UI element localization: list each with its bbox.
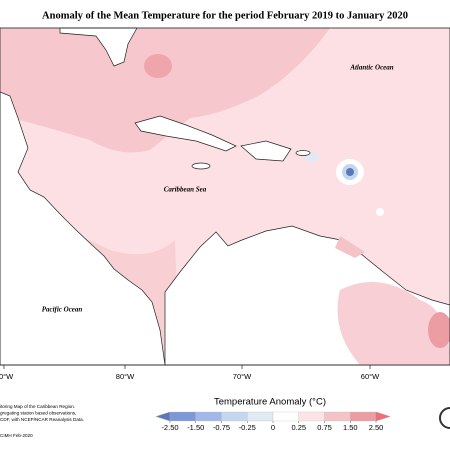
warm-spot — [428, 312, 450, 348]
legend: Temperature Anomaly (°C) -2.50 -1.50 -0.75… — [155, 397, 391, 432]
legend-swatch — [350, 411, 377, 422]
central-america — [0, 91, 166, 366]
legend-arrow — [375, 411, 391, 422]
ocean-label: Caribbean Sea — [164, 186, 207, 194]
florida — [59, 27, 138, 67]
ocean-label: Pacific Ocean — [42, 306, 83, 314]
neutral-spot — [376, 208, 384, 216]
longitude-label: 60°W — [361, 372, 380, 381]
hispaniola — [240, 140, 292, 162]
map-area: Atlantic Ocean Caribbean Sea Pacific Oce… — [0, 27, 450, 366]
legend-title: Temperature Anomaly (°C) — [214, 397, 326, 408]
warm-spot — [335, 236, 365, 258]
puerto-rico — [295, 150, 311, 156]
legend-swatch — [221, 411, 248, 422]
legend-swatch — [324, 411, 351, 422]
legend-tick-label: 0 — [271, 423, 275, 432]
legend-tick-label: -2.50 — [161, 423, 178, 432]
cuba — [134, 115, 237, 152]
legend-swatch — [298, 411, 325, 422]
legend-swatch — [195, 411, 222, 422]
cool-core — [346, 168, 354, 176]
footer-line: itoring Map of the Caribbean Region. — [0, 404, 75, 409]
legend-tick-label: -1.50 — [187, 423, 204, 432]
warm-spot — [144, 54, 172, 78]
legend-tick-label: 2.50 — [369, 423, 384, 432]
credit: CIMH Feb-2020 — [0, 433, 33, 438]
title: Anomaly of the Mean Temperature for the … — [42, 10, 408, 21]
jamaica — [191, 162, 211, 170]
longitude-label: 90°W — [0, 372, 14, 381]
legend-tick-label: -0.75 — [213, 423, 230, 432]
footer-line: CDF, with NCEP/NCAR Reanalysis Data. — [0, 417, 84, 422]
legend-tick-label: -0.25 — [239, 423, 256, 432]
longitude-labels: 90°W 80°W 70°W 60°W — [0, 365, 380, 381]
warm-band — [0, 28, 330, 153]
footer: CIMH Feb-2020 itoring Map of the Caribbe… — [0, 404, 84, 438]
legend-arrow — [155, 411, 171, 422]
legend-swatch — [272, 411, 299, 422]
legend-swatch — [169, 411, 196, 422]
legend-tick-label: 1.50 — [343, 423, 358, 432]
logo — [439, 407, 450, 429]
longitude-label: 80°W — [116, 372, 135, 381]
footer-line: gregating station based observations, — [0, 411, 76, 416]
warm-land — [337, 282, 450, 365]
map-frame — [0, 27, 450, 366]
longitude-label: 70°W — [233, 372, 252, 381]
legend-tick-label: 0.75 — [317, 423, 332, 432]
legend-tick-label: 0.25 — [291, 423, 306, 432]
ocean-label: Atlantic Ocean — [349, 64, 393, 72]
legend-swatch — [247, 411, 274, 422]
